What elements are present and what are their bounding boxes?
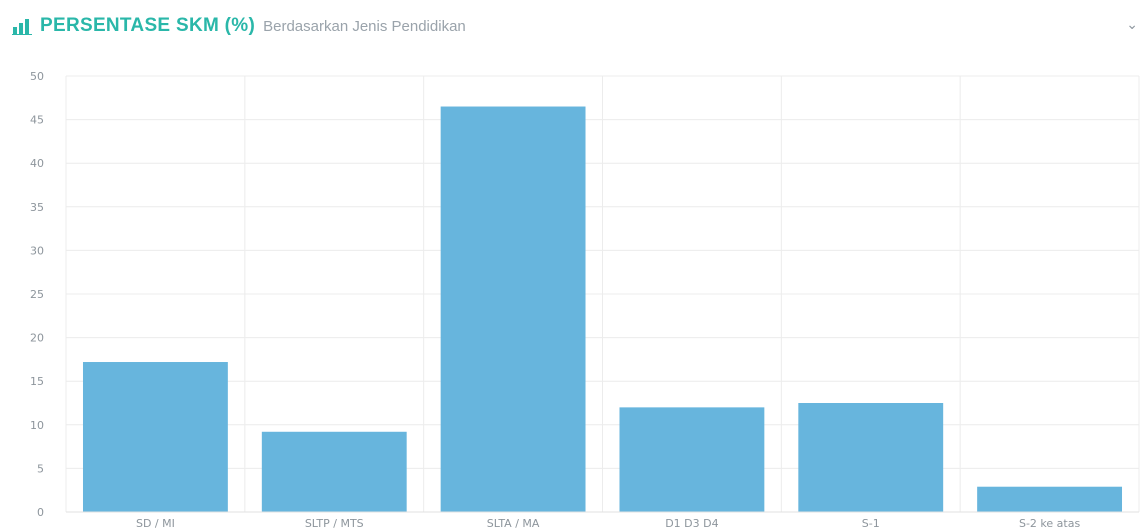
x-tick-label: SLTP / MTS bbox=[305, 517, 364, 530]
bar[interactable] bbox=[619, 407, 765, 512]
y-tick-label: 40 bbox=[30, 157, 44, 170]
y-tick-label: 45 bbox=[30, 114, 44, 127]
bar[interactable] bbox=[261, 431, 407, 512]
bar[interactable] bbox=[977, 486, 1123, 512]
x-tick-label: SD / MI bbox=[136, 517, 175, 530]
y-tick-label: 30 bbox=[30, 244, 44, 257]
bar[interactable] bbox=[82, 362, 228, 512]
chevron-down-icon[interactable]: ⌄ bbox=[1126, 16, 1138, 32]
bar[interactable] bbox=[798, 403, 944, 512]
x-tick-label: S-2 ke atas bbox=[1019, 517, 1080, 530]
x-tick-label: S-1 bbox=[862, 517, 880, 530]
bar-chart-icon bbox=[12, 19, 32, 35]
x-tick-label: SLTA / MA bbox=[487, 517, 540, 530]
y-tick-label: 25 bbox=[30, 288, 44, 301]
chart-header: PERSENTASE SKM (%) Berdasarkan Jenis Pen… bbox=[12, 12, 466, 40]
y-tick-label: 0 bbox=[37, 506, 44, 519]
y-tick-label: 5 bbox=[37, 462, 44, 475]
bar[interactable] bbox=[440, 106, 586, 513]
y-tick-label: 20 bbox=[30, 332, 44, 345]
chart-subtitle: Berdasarkan Jenis Pendidikan bbox=[263, 17, 466, 35]
x-tick-label: D1 D3 D4 bbox=[665, 517, 718, 530]
chart-title: PERSENTASE SKM (%) bbox=[40, 15, 256, 36]
y-tick-label: 15 bbox=[30, 375, 44, 388]
y-tick-label: 50 bbox=[30, 70, 44, 83]
y-tick-label: 35 bbox=[30, 201, 44, 214]
y-tick-label: 10 bbox=[30, 419, 44, 432]
